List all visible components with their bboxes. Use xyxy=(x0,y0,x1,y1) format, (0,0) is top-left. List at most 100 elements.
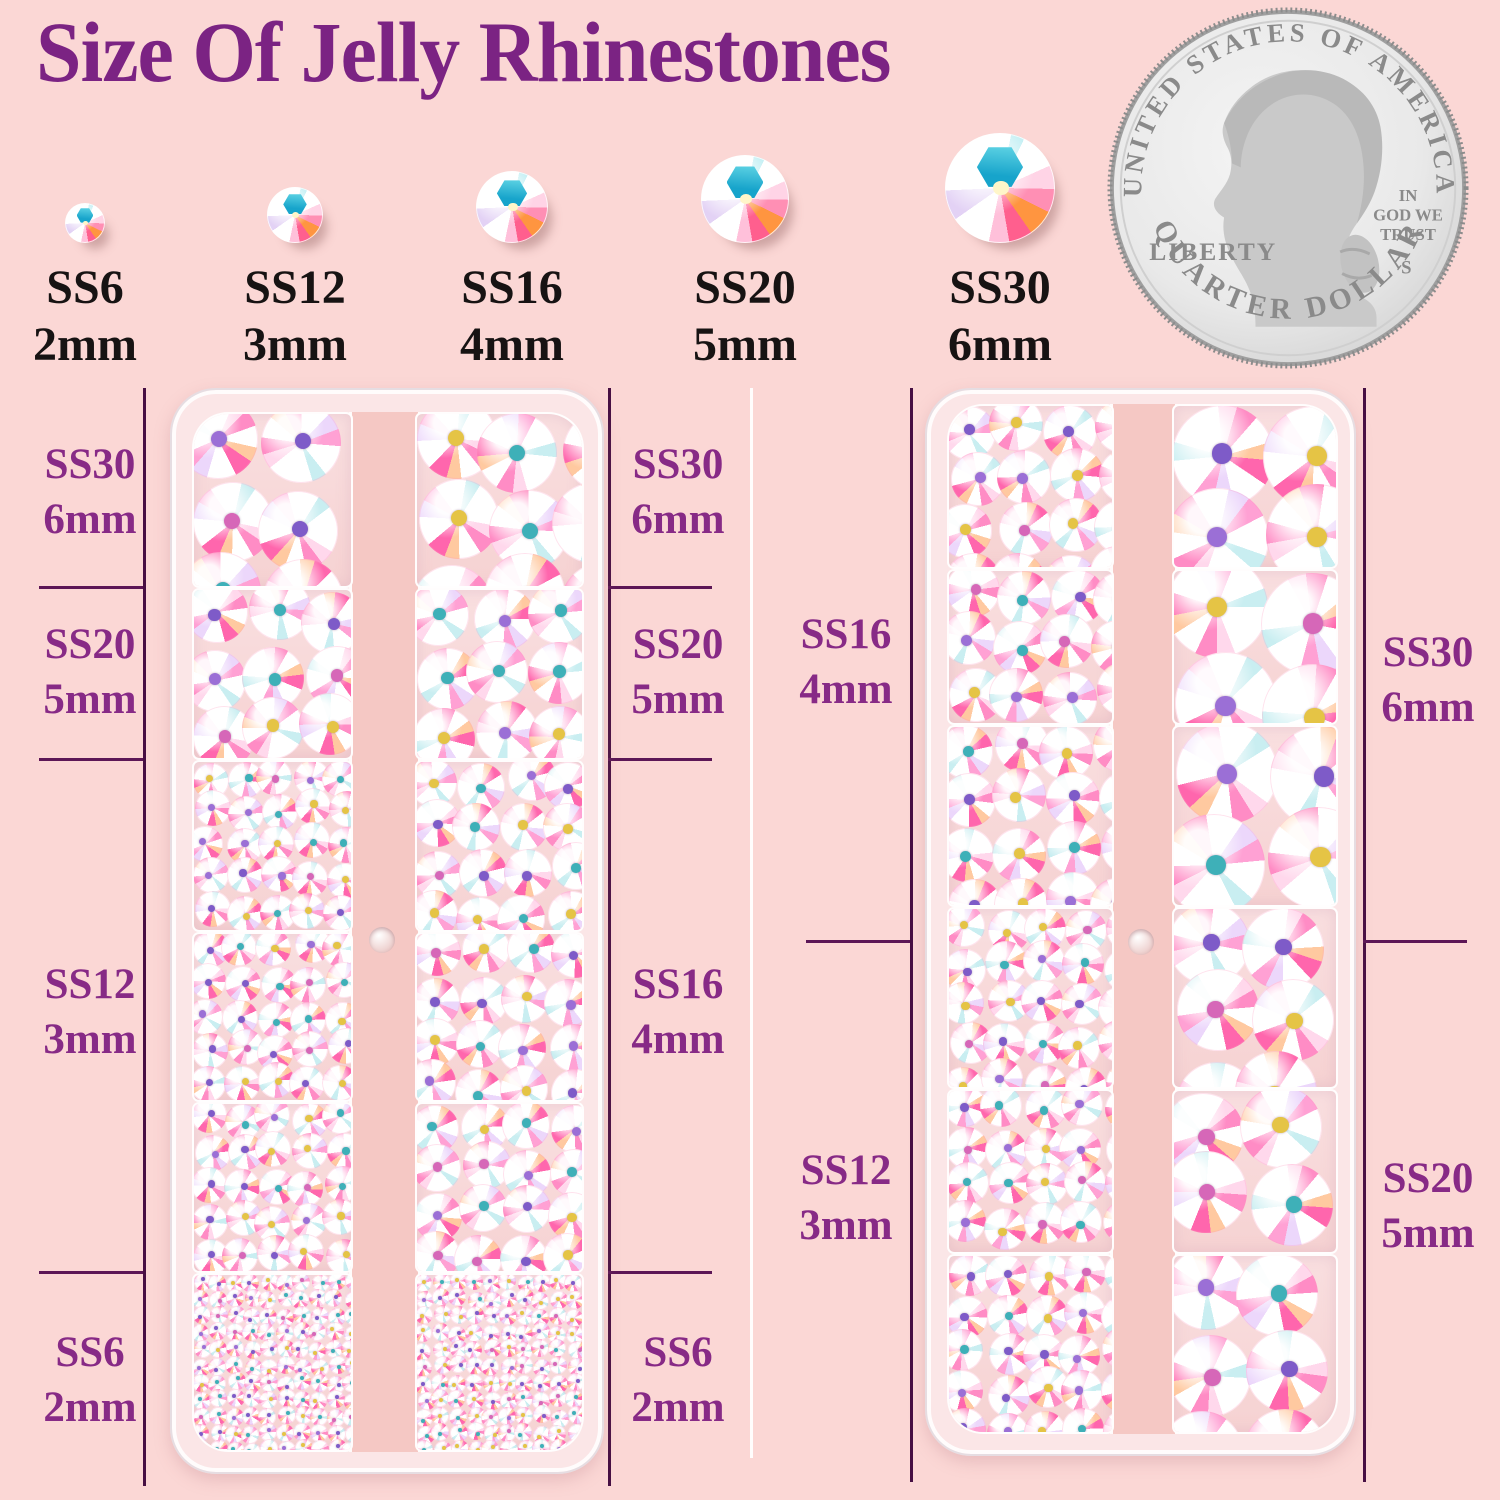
rhinestone xyxy=(194,1104,228,1134)
stone-center-dot xyxy=(267,1368,272,1373)
stone-center-dot xyxy=(1004,1311,1014,1321)
rhinestone xyxy=(417,1323,433,1342)
rhinestone xyxy=(208,1275,227,1292)
stone-center-dot xyxy=(335,1444,340,1449)
stone-center-dot xyxy=(223,513,240,530)
size-label-SS6-left-box-left-labels: SS6 2mm xyxy=(43,1325,136,1435)
rhinestone xyxy=(514,1374,533,1393)
stone-center-dot xyxy=(438,1431,443,1436)
stone-center-dot xyxy=(306,776,314,784)
stone-center-dot xyxy=(995,1074,1004,1084)
stone-center-dot xyxy=(268,1446,273,1450)
rhinestone xyxy=(949,1162,990,1205)
rhinestone xyxy=(450,1423,469,1442)
stone-center-dot xyxy=(198,1396,203,1401)
rhinestone xyxy=(462,1140,511,1189)
rhinestone xyxy=(1262,663,1336,723)
rhinestone xyxy=(1047,820,1102,875)
stone-center-dot xyxy=(960,850,972,862)
rhinestone xyxy=(194,1066,226,1100)
stone-center-dot xyxy=(572,1444,577,1449)
stone-center-dot xyxy=(269,1347,274,1352)
stone-center-dot xyxy=(241,1212,250,1220)
stone-center-dot xyxy=(522,1297,527,1302)
stone-center-dot xyxy=(214,581,231,586)
stone-center-dot xyxy=(1011,417,1022,429)
rhinestone xyxy=(417,1425,435,1444)
stone-center-dot xyxy=(272,1018,280,1027)
stone-center-dot xyxy=(336,1365,341,1370)
rhinestone xyxy=(985,1256,1028,1298)
size-label-SS30-left-box-left-labels: SS30 6mm xyxy=(43,437,136,547)
rhinestone xyxy=(982,1022,1025,1065)
stone-center-dot xyxy=(284,1282,289,1287)
rhinestone xyxy=(433,1356,452,1375)
stone-center-dot xyxy=(429,908,440,918)
stone-center-dot xyxy=(960,524,972,536)
stone-center-dot xyxy=(318,1414,323,1419)
stone-center-dot xyxy=(343,1250,351,1258)
rhinestone xyxy=(949,827,995,882)
rhinestone xyxy=(290,1203,327,1240)
size-caption-SS6: SS6 2mm xyxy=(0,260,195,373)
teal-facet xyxy=(76,208,94,223)
stone-center-dot xyxy=(341,806,349,814)
stone-center-dot xyxy=(242,979,250,988)
rhinestone xyxy=(255,1131,292,1168)
rhinestone xyxy=(462,934,511,974)
size-rule-tick xyxy=(608,1271,712,1274)
rhinestone xyxy=(276,1339,295,1358)
rhinestone xyxy=(287,1170,324,1207)
rhinestone xyxy=(241,696,304,758)
rhinestone xyxy=(311,1440,330,1450)
stone-center-dot xyxy=(207,1109,215,1117)
rhinestone xyxy=(465,640,528,703)
rhinestone xyxy=(446,1389,465,1408)
stone-center-dot xyxy=(298,1295,303,1300)
stone-center-dot xyxy=(207,946,215,954)
rhinestone xyxy=(1101,1295,1112,1338)
stone-center-dot xyxy=(538,1383,543,1388)
stone-center-dot xyxy=(316,1294,321,1299)
size-label-mm: 5mm xyxy=(43,676,137,723)
compartment-SS16 xyxy=(415,760,584,932)
stone-center-dot xyxy=(998,1037,1007,1046)
stone-center-dot xyxy=(338,1183,347,1191)
stone-center-dot xyxy=(216,1314,221,1319)
rhinestone xyxy=(514,1325,533,1344)
stone-center-dot xyxy=(284,1346,289,1351)
rhinestone xyxy=(542,1232,582,1271)
teal-facet xyxy=(283,194,307,215)
stone-center-dot xyxy=(472,914,483,925)
case-snap-dimple xyxy=(1128,929,1154,955)
stone-center-dot xyxy=(520,1363,525,1368)
rhinestone xyxy=(543,762,582,811)
rhinestone xyxy=(417,1375,433,1394)
stone-center-dot xyxy=(959,920,969,930)
stone-center-dot xyxy=(231,1393,236,1398)
rhinestone xyxy=(550,1409,569,1428)
stone-center-dot xyxy=(1037,954,1046,963)
rhinestone xyxy=(328,790,351,827)
stone-center-dot xyxy=(338,1017,346,1026)
rhinestone xyxy=(531,1391,550,1410)
rhinestone xyxy=(1089,546,1112,567)
rhinestone xyxy=(276,1275,295,1292)
rhinestone xyxy=(1245,1329,1328,1412)
stone-center-dot xyxy=(432,1210,443,1221)
stone-center-dot xyxy=(336,1109,345,1117)
rhinestone xyxy=(500,1339,519,1358)
stone-center-dot xyxy=(197,1297,202,1302)
stone-center-dot xyxy=(333,1294,338,1299)
stone-center-dot xyxy=(424,1399,429,1404)
stone-center-dot xyxy=(427,1121,437,1132)
stone-center-dot xyxy=(429,778,439,789)
stone-center-dot xyxy=(440,1382,445,1387)
stone-center-dot xyxy=(301,1414,306,1419)
stone-center-dot xyxy=(430,1035,440,1045)
stone-center-dot xyxy=(554,604,568,617)
rhinestone xyxy=(548,1388,567,1407)
rhinestone xyxy=(1064,1066,1107,1087)
stone-center-dot xyxy=(320,1366,325,1371)
center-white-divider xyxy=(750,388,753,1458)
